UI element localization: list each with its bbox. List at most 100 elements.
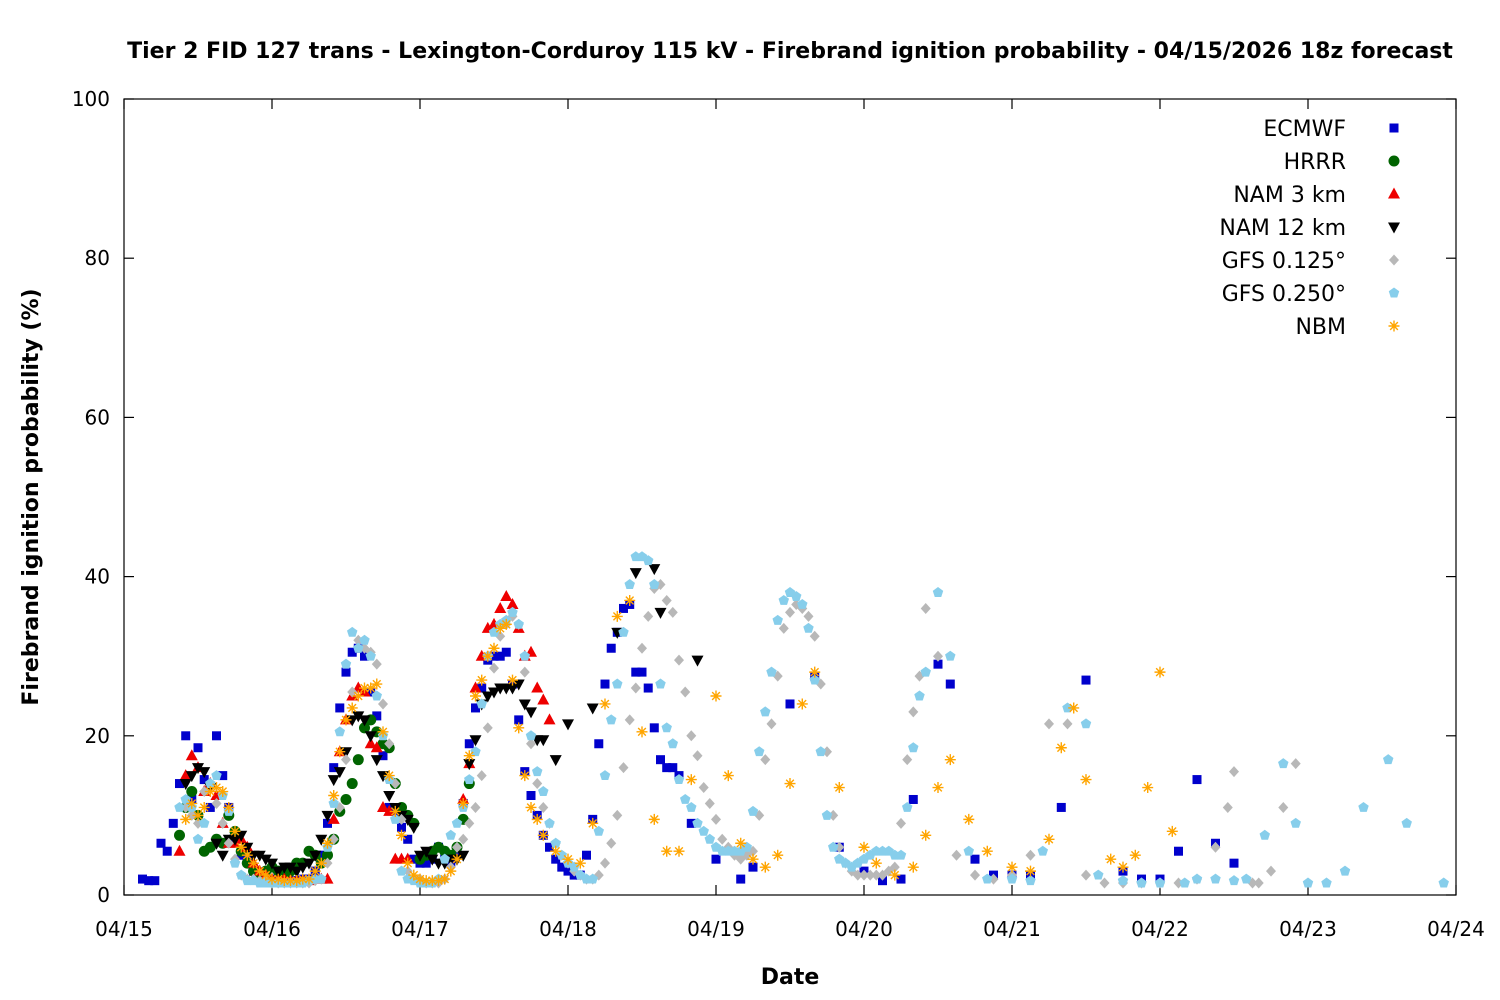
series-ecmwf xyxy=(138,599,1239,886)
data-point xyxy=(370,741,383,753)
data-point xyxy=(600,857,610,869)
data-point xyxy=(963,845,975,856)
data-point xyxy=(618,626,629,637)
data-point xyxy=(686,730,697,742)
data-point xyxy=(865,869,876,881)
data-point xyxy=(747,853,759,865)
data-point xyxy=(1068,702,1080,714)
data-point xyxy=(525,801,537,813)
data-point xyxy=(525,730,537,741)
data-point xyxy=(704,797,715,809)
data-point xyxy=(902,754,913,766)
data-point xyxy=(488,642,500,654)
data-point xyxy=(426,854,439,866)
data-point xyxy=(211,770,222,781)
data-point xyxy=(241,849,253,861)
data-point xyxy=(629,568,642,580)
data-point xyxy=(488,626,500,637)
data-point xyxy=(686,801,697,812)
data-point xyxy=(852,869,863,881)
data-point xyxy=(531,766,543,777)
data-point xyxy=(457,850,470,862)
data-point xyxy=(463,759,476,771)
data-point xyxy=(1382,754,1394,765)
data-point xyxy=(907,861,919,873)
legend-marker xyxy=(1388,287,1400,298)
data-point xyxy=(186,797,198,809)
data-point xyxy=(396,829,407,841)
data-point xyxy=(445,865,457,877)
data-point xyxy=(1025,865,1036,877)
data-point xyxy=(1290,758,1301,770)
data-point xyxy=(736,874,746,884)
x-tick-label: 04/16 xyxy=(243,917,301,941)
data-point xyxy=(359,634,370,645)
data-point xyxy=(833,782,845,794)
data-point xyxy=(378,698,388,710)
data-point xyxy=(179,779,192,791)
data-point xyxy=(328,833,339,845)
data-point xyxy=(333,767,346,779)
data-point xyxy=(328,790,340,801)
data-point xyxy=(156,838,166,848)
data-point xyxy=(970,869,980,881)
data-point xyxy=(334,726,346,737)
data-point xyxy=(600,679,610,689)
data-point xyxy=(543,713,556,725)
data-point xyxy=(1358,801,1369,812)
data-point xyxy=(1302,877,1314,888)
data-point xyxy=(372,711,382,721)
data-point xyxy=(679,793,691,804)
data-point xyxy=(710,690,722,702)
data-point xyxy=(556,849,568,860)
data-point xyxy=(327,812,340,824)
data-point xyxy=(346,626,358,637)
data-point xyxy=(1166,825,1178,837)
data-point xyxy=(932,782,944,794)
legend-marker xyxy=(1389,123,1399,133)
data-point xyxy=(747,805,759,816)
data-point xyxy=(525,707,537,719)
data-point xyxy=(507,606,518,617)
y-tick-label: 0 xyxy=(97,883,110,907)
legend-label: NBM xyxy=(1295,315,1346,340)
data-point xyxy=(809,674,820,685)
data-point xyxy=(901,801,913,812)
data-point xyxy=(618,762,629,774)
data-point xyxy=(1081,869,1091,881)
data-point xyxy=(1037,845,1049,856)
data-point xyxy=(772,614,783,625)
data-point xyxy=(439,873,451,885)
y-axis: 0 20 40 60 80 100 xyxy=(72,87,1456,907)
data-point xyxy=(537,735,550,747)
data-point xyxy=(1006,861,1018,873)
data-point xyxy=(482,650,494,662)
data-point xyxy=(371,658,382,670)
data-point xyxy=(612,678,623,689)
data-point xyxy=(500,618,512,630)
data-point xyxy=(1025,875,1036,886)
legend-marker xyxy=(1388,187,1400,199)
data-point xyxy=(519,666,530,678)
data-point xyxy=(1191,873,1203,884)
data-point xyxy=(458,833,469,845)
data-point xyxy=(1259,829,1271,840)
data-point xyxy=(785,699,795,709)
data-point xyxy=(605,714,617,725)
data-point xyxy=(563,866,573,876)
data-point xyxy=(359,722,370,734)
chart-title: Tier 2 FID 127 trans - Lexington-Corduro… xyxy=(127,39,1453,64)
data-point xyxy=(963,813,975,825)
x-tick-label: 04/20 xyxy=(835,917,893,941)
data-point xyxy=(365,650,376,661)
data-point xyxy=(192,763,204,775)
data-point xyxy=(649,579,660,590)
data-point xyxy=(544,817,555,828)
data-point xyxy=(488,687,500,699)
data-point xyxy=(599,770,611,781)
data-point xyxy=(340,793,352,805)
legend-marker xyxy=(1388,155,1400,167)
data-point xyxy=(1025,849,1036,861)
data-point xyxy=(612,809,623,821)
data-point xyxy=(260,869,272,881)
